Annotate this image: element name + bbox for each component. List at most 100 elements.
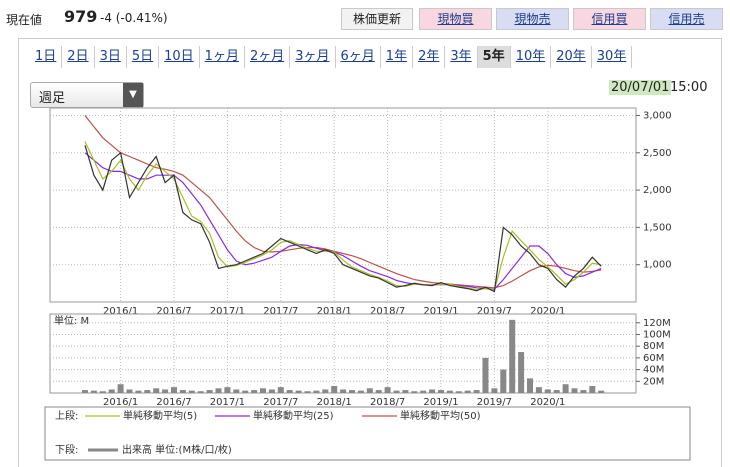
period-tab[interactable]: 5日 [127,46,160,68]
period-tab[interactable]: 5年 [477,46,511,68]
period-tab[interactable]: 10年 [511,46,552,68]
y-tick-label: 100M [643,329,671,340]
volume-bar [331,385,338,393]
legend-label: 上段: [55,409,78,422]
tab-label: 1日 [35,49,57,64]
interval-select[interactable]: 週足 ▼ [30,82,144,108]
volume-bar [598,390,605,393]
volume-bar [482,357,489,393]
period-tabs: 1日 2日 3日 5日 10日 1ヶ月 2ヶ月 3ヶ月 6ヶ月 1年 2年 3年 5年 10年 20年 30年 [30,46,633,68]
legend-entry: 単純移動平均(5) [123,409,197,422]
button-label: 信用売 [668,12,705,26]
x-tick-label: 2020/1 [530,306,565,317]
margin-sell-button[interactable]: 信用売 [650,8,723,30]
volume-bar [455,391,462,393]
y-tick-label: 20M [643,376,664,387]
period-tab[interactable]: 6ヶ月 [336,46,381,68]
volume-bar [580,390,587,393]
legend-entry: 単純移動平均(25) [253,409,334,422]
tab-label: 10日 [164,49,194,64]
y-tick-label: 1,000 [643,260,672,271]
y-tick-label: 120M [643,318,671,329]
legend-entry: 出来高 単位:(M株/口/枚) [122,443,232,456]
volume-bar [242,390,249,393]
period-tab[interactable]: 10日 [159,46,200,68]
volume-bar [251,390,258,393]
volume-bar [473,390,480,393]
volume-bar [233,389,240,393]
volume-bar [135,390,142,393]
price-line [84,141,602,291]
period-tab[interactable]: 3ヶ月 [290,46,336,68]
period-tab[interactable]: 3年 [445,46,478,68]
volume-bar [295,390,302,393]
button-label: 株価更新 [352,12,401,26]
tab-label: 3年 [450,49,472,64]
volume-bar [206,390,213,393]
volume-bar [464,390,471,393]
volume-bar [535,387,542,393]
sell-button[interactable]: 現物売 [496,8,569,30]
x-tick-label: 2018/7 [370,397,405,408]
refresh-button[interactable]: 株価更新 [341,8,413,30]
tab-label: 6ヶ月 [340,49,375,64]
y-tick-label: 80M [643,341,664,352]
x-tick-label: 2018/7 [370,306,405,317]
volume-bar [438,390,444,393]
x-tick-label: 2019/7 [477,397,512,408]
period-tab[interactable]: 20年 [551,46,592,68]
volume-bar [82,390,88,393]
volume-bar [179,390,186,393]
period-tab[interactable]: 3日 [95,46,127,68]
volume-bar [188,390,195,393]
price: 979 [64,7,98,26]
period-tab[interactable]: 1ヶ月 [200,46,245,68]
volume-bar [144,390,151,393]
volume-bar [420,390,427,393]
x-tick-label: 2016/7 [156,306,191,317]
timestamp-time: 15:00 [670,80,708,95]
volume-bar [509,319,516,393]
plot-frame [49,107,637,303]
period-tab[interactable]: 2日 [62,46,95,68]
volume-bar [429,389,436,393]
x-tick-label: 2019/1 [423,306,458,317]
period-tab[interactable]: 2ヶ月 [245,46,291,68]
margin-buy-button[interactable]: 信用買 [573,8,646,30]
price-change: -4 (-0.41%) [100,11,168,25]
x-tick-label: 2016/1 [103,397,138,408]
tab-label: 3ヶ月 [295,49,330,64]
buy-button[interactable]: 現物買 [419,8,492,30]
volume-bar [277,387,284,393]
volume-bar [375,390,382,393]
price-line [84,145,602,293]
volume-bar [162,389,169,393]
price-label: 現在値 [6,13,43,27]
y-tick-label: 40M [643,365,664,376]
tab-label: 2年 [418,49,440,64]
y-tick-label: 2,500 [643,148,672,159]
timestamp-date: 20/07/01 [609,80,672,95]
volume-bar [411,391,418,393]
period-tab[interactable]: 2年 [413,46,446,68]
x-tick-label: 2019/1 [423,397,458,408]
volume-bar [553,390,560,393]
x-tick-label: 2016/7 [156,397,191,408]
y-tick-label: 1,500 [643,222,672,233]
volume-bar [260,388,266,393]
period-tab[interactable]: 1年 [381,46,414,68]
price-line [84,115,602,289]
tab-label: 20年 [556,49,586,64]
period-tab[interactable]: 30年 [592,46,633,68]
volume-bar [384,387,391,393]
volume-bar [402,390,409,393]
unit-label: 単位: M [54,314,89,327]
volume-bar [491,388,498,393]
volume-bar [268,389,275,393]
period-tab[interactable]: 1日 [30,46,63,68]
tab-label: 1ヶ月 [204,49,239,64]
volume-bar [571,388,578,393]
tab-label: 30年 [596,49,627,64]
button-label: 信用買 [591,12,628,26]
